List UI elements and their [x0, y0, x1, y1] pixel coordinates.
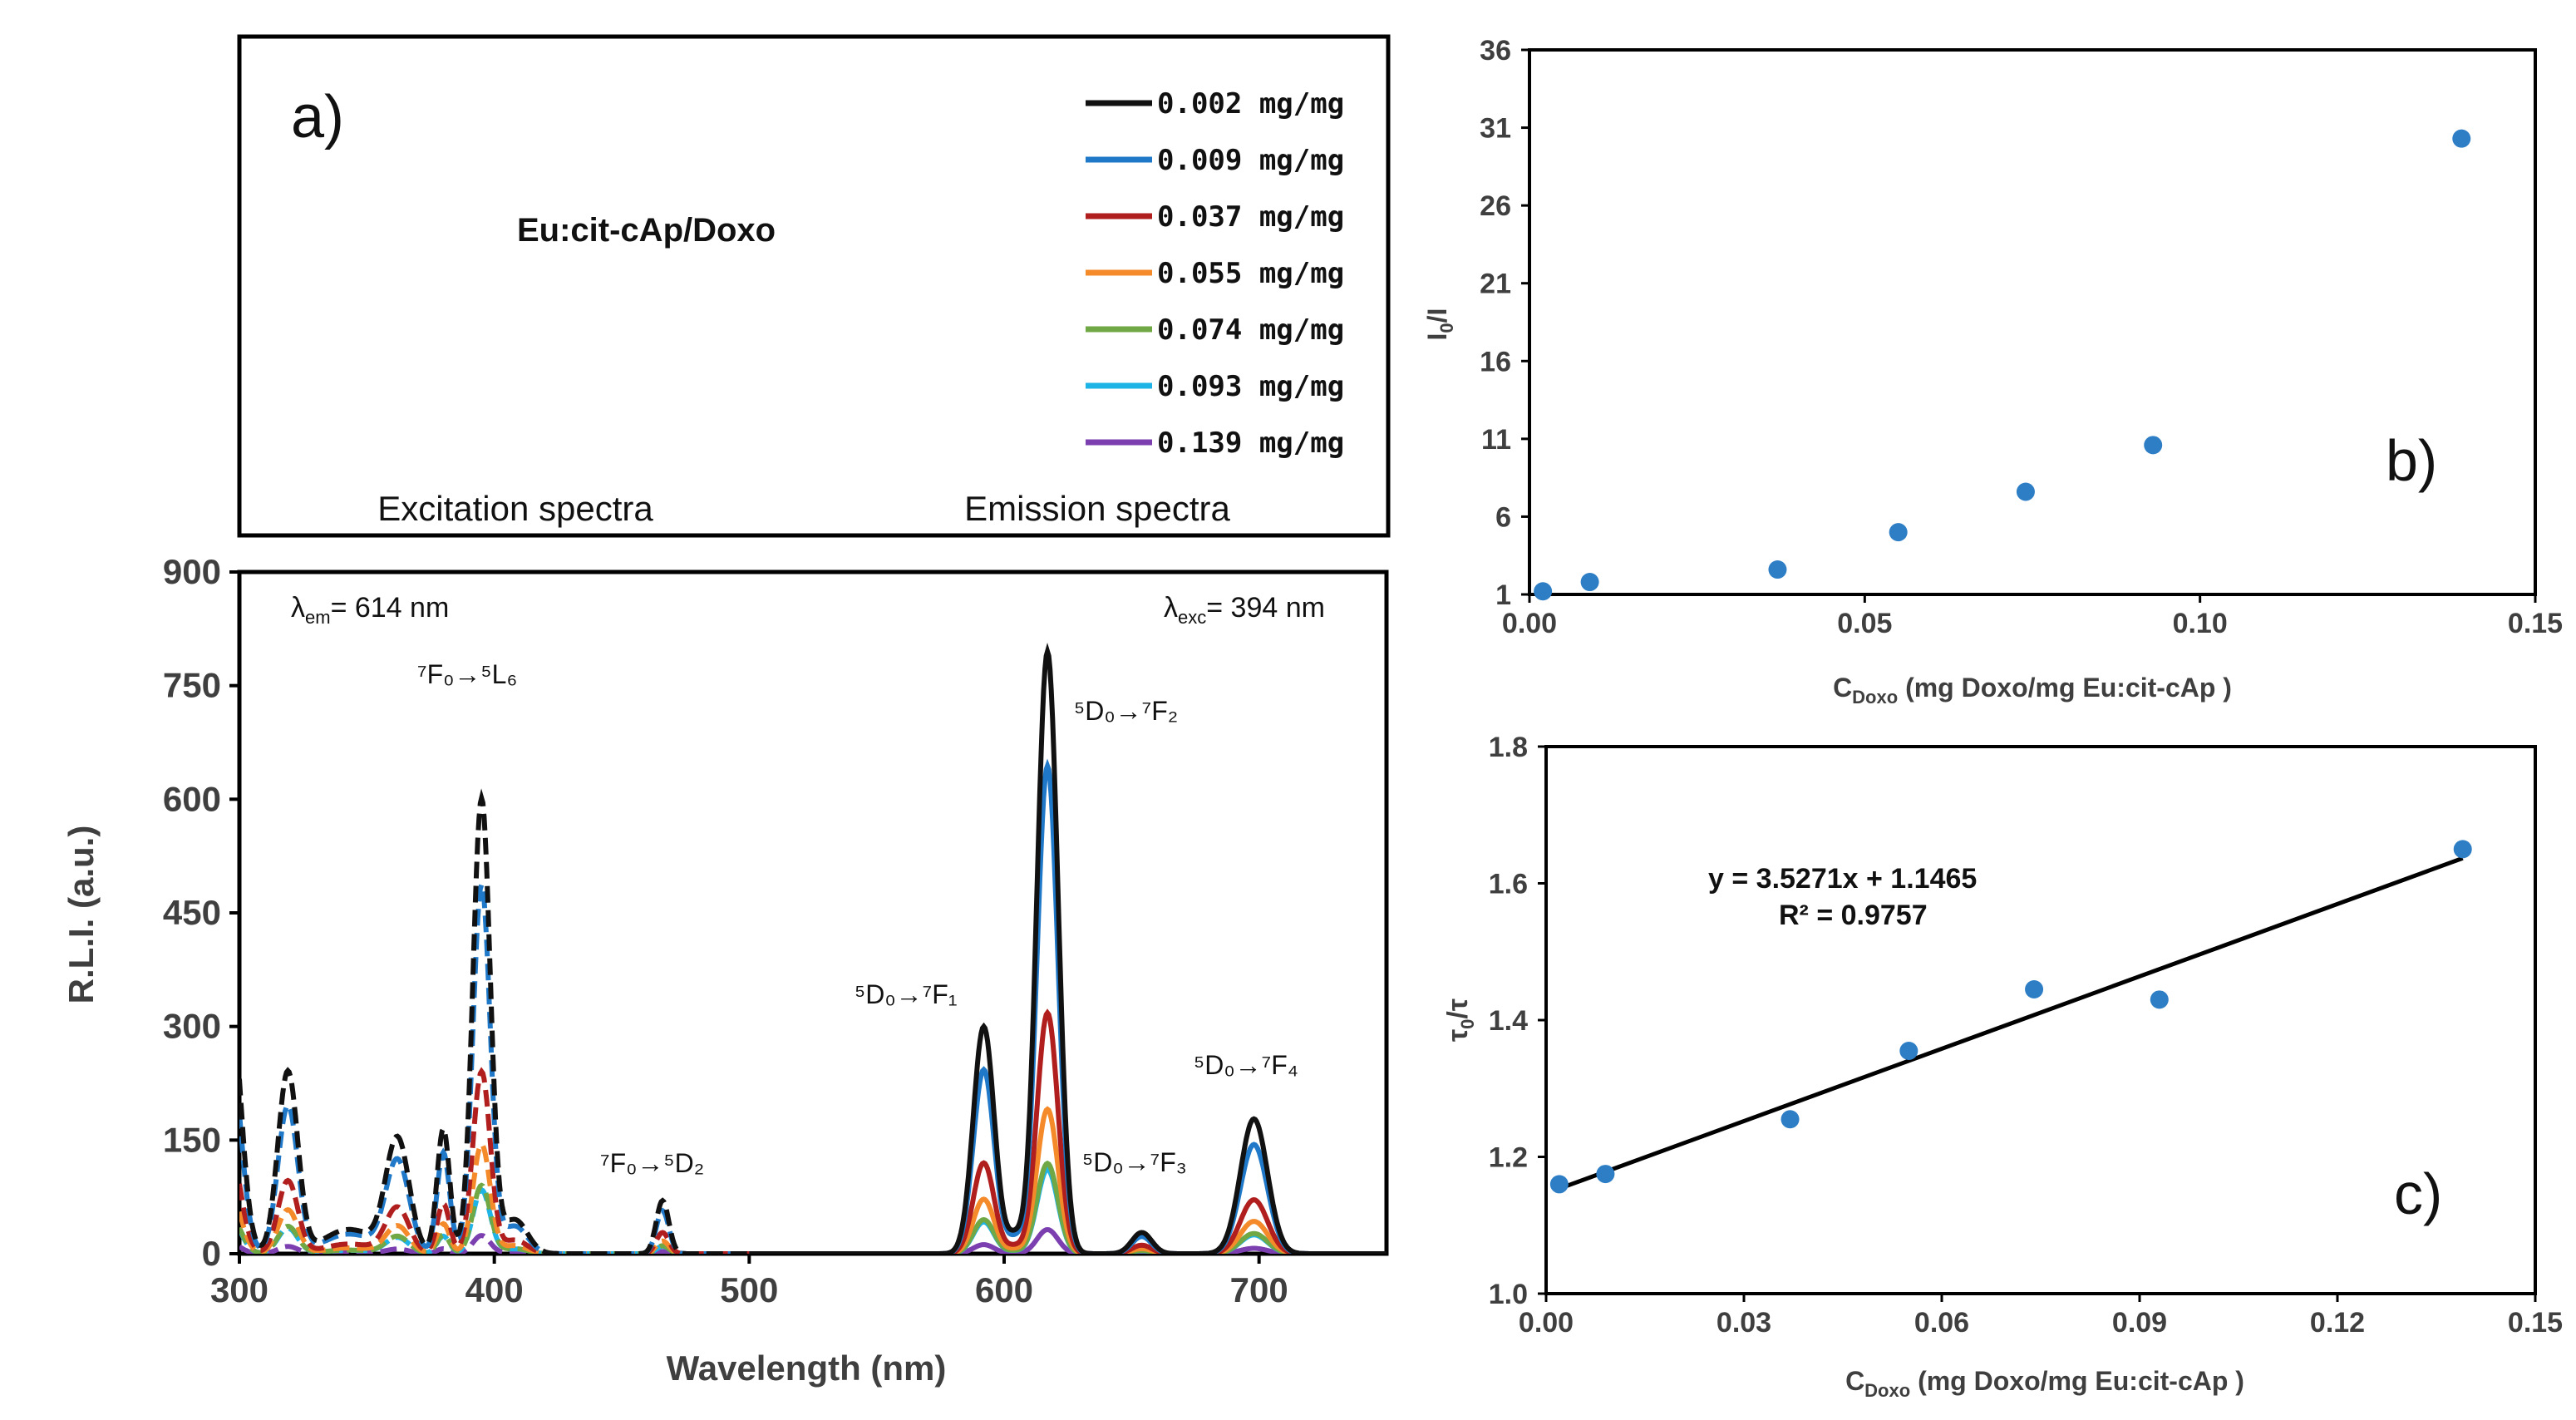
panel-b-points — [1534, 129, 2471, 601]
x-tick-label: 0.15 — [2508, 1307, 2563, 1339]
y-tick-label: 31 — [1480, 113, 1511, 145]
legend-entry: 0.055 mg/mg — [1157, 257, 1344, 290]
y-tick-label: 11 — [1481, 424, 1511, 456]
y-tick-label: 900 — [163, 552, 221, 591]
x-tick-label: 0.15 — [2508, 608, 2563, 639]
panel-c-x-axis-label: CDoxo (mg Doxo/mg Eu:cit-cAp ) — [1845, 1366, 2244, 1401]
lambda-exc-annotation: λexc= 394 nm — [1164, 592, 1325, 628]
transition-7f0-5l6: ⁷F₀→⁵L₆ — [417, 659, 517, 689]
panel-b-y-axis-label: I0/I — [1422, 308, 1457, 341]
x-tick-label: 400 — [465, 1270, 524, 1309]
data-point — [2150, 990, 2169, 1009]
y-tick-label: 450 — [163, 893, 221, 932]
y-tick-label: 1.8 — [1489, 732, 1528, 763]
spectra-y-axis-label: R.L.I. (a.u.) — [62, 826, 101, 1004]
x-tick-label: 0.03 — [1717, 1307, 1771, 1339]
y-tick-label: 300 — [163, 1007, 221, 1046]
spectra-plot-area — [237, 569, 1389, 1256]
panel-c-label: c) — [2394, 1161, 2442, 1226]
data-point — [1889, 523, 1908, 542]
transition-7f0-5d2: ⁷F₀→⁵D₂ — [600, 1148, 704, 1178]
emission-series-line — [749, 643, 1387, 1254]
sample-label: Eu:cit-cAp/Doxo — [517, 212, 776, 249]
data-point — [1899, 1042, 1918, 1061]
legend: 0.002 mg/mg 0.009 mg/mg 0.037 mg/mg 0.055 m… — [1086, 87, 1344, 460]
lambda-em-annotation: λem= 614 nm — [291, 592, 449, 628]
y-tick-label: 750 — [163, 666, 221, 705]
y-tick-label: 36 — [1480, 35, 1511, 67]
legend-entry: 0.002 mg/mg — [1157, 87, 1344, 121]
y-tick-label: 1.2 — [1489, 1142, 1528, 1174]
data-point — [2453, 840, 2472, 859]
legend-entry: 0.009 mg/mg — [1157, 144, 1344, 177]
x-tick-label: 0.12 — [2310, 1307, 2365, 1339]
panel-c-fit — [1559, 855, 2464, 1191]
spectra-series — [239, 643, 1387, 1254]
panel-b-label: b) — [2386, 428, 2437, 493]
transition-5d0-7f2: ⁵D₀→⁷F₂ — [1074, 696, 1178, 726]
y-tick-label: 1.4 — [1489, 1005, 1528, 1037]
panel-c-plot-area — [1544, 745, 2537, 1295]
x-tick-label: 0.00 — [1519, 1307, 1574, 1339]
spectra-x-axis-label: Wavelength (nm) — [667, 1349, 947, 1388]
y-tick-label: 1.0 — [1489, 1279, 1528, 1310]
spectra-axes: 300 400 500 600 700 0 150 300 450 600 750 900 — [163, 552, 1288, 1309]
legend-entry: 0.093 mg/mg — [1157, 370, 1344, 403]
excitation-series-line — [239, 1141, 750, 1254]
data-point — [1768, 560, 1787, 579]
x-tick-label: 500 — [720, 1270, 778, 1309]
legend-entry: 0.139 mg/mg — [1157, 426, 1344, 460]
y-tick-label: 0 — [202, 1234, 221, 1273]
transition-5d0-7f4: ⁵D₀→⁷F₄ — [1194, 1050, 1298, 1080]
data-point — [2016, 482, 2035, 501]
data-point — [1549, 1175, 1569, 1194]
data-point — [2452, 129, 2471, 148]
data-point — [1534, 582, 1553, 601]
x-tick-label: 0.10 — [2173, 608, 2228, 639]
y-tick-label: 600 — [163, 779, 221, 818]
panel-c-axes: 0.00 0.03 0.06 0.09 0.12 0.15 1.0 1.2 1.4 1.6 1.8 — [1489, 732, 2563, 1339]
excitation-caption: Excitation spectra — [377, 489, 653, 528]
fit-line — [1559, 855, 2464, 1191]
panel-c-points — [1549, 840, 2472, 1194]
data-point — [1781, 1110, 1800, 1129]
excitation-series-line — [239, 788, 750, 1254]
y-tick-label: 21 — [1480, 269, 1511, 300]
fit-equation: y = 3.5271x + 1.1465 — [1708, 863, 1977, 895]
data-point — [2025, 979, 2044, 998]
data-point — [1580, 573, 1599, 592]
x-tick-label: 600 — [975, 1270, 1033, 1309]
transition-5d0-7f3: ⁵D₀→⁷F₃ — [1082, 1147, 1187, 1177]
legend-entry: 0.074 mg/mg — [1157, 313, 1344, 347]
panel-c-y-axis-label: τ0/τ — [1442, 998, 1478, 1042]
x-tick-label: 0.05 — [1837, 608, 1892, 639]
emission-series-line — [749, 1008, 1387, 1254]
panel-b-plot-area — [1528, 48, 2537, 596]
y-tick-label: 1 — [1495, 579, 1511, 611]
legend-box — [237, 34, 1391, 538]
x-tick-label: 0.09 — [2112, 1307, 2167, 1339]
data-point — [1596, 1165, 1615, 1184]
y-tick-label: 6 — [1495, 501, 1511, 533]
legend-entry: 0.037 mg/mg — [1157, 200, 1344, 234]
panel-b-x-axis-label: CDoxo (mg Doxo/mg Eu:cit-cAp ) — [1833, 673, 2232, 708]
y-tick-label: 150 — [163, 1120, 221, 1159]
data-point — [2144, 436, 2163, 455]
y-tick-label: 16 — [1480, 346, 1511, 377]
y-tick-label: 1.6 — [1489, 869, 1528, 900]
panel-a-label: a) — [291, 84, 344, 150]
emission-caption: Emission spectra — [964, 489, 1230, 528]
x-tick-label: 0.00 — [1502, 608, 1557, 639]
transition-5d0-7f1: ⁵D₀→⁷F₁ — [855, 979, 958, 1009]
fit-r-squared: R² = 0.9757 — [1779, 900, 1928, 931]
x-tick-label: 300 — [210, 1270, 268, 1309]
y-tick-label: 26 — [1480, 190, 1511, 222]
excitation-series-line — [239, 1067, 750, 1254]
excitation-series-line — [239, 876, 750, 1254]
x-tick-label: 0.06 — [1914, 1307, 1969, 1339]
x-tick-label: 700 — [1230, 1270, 1288, 1309]
